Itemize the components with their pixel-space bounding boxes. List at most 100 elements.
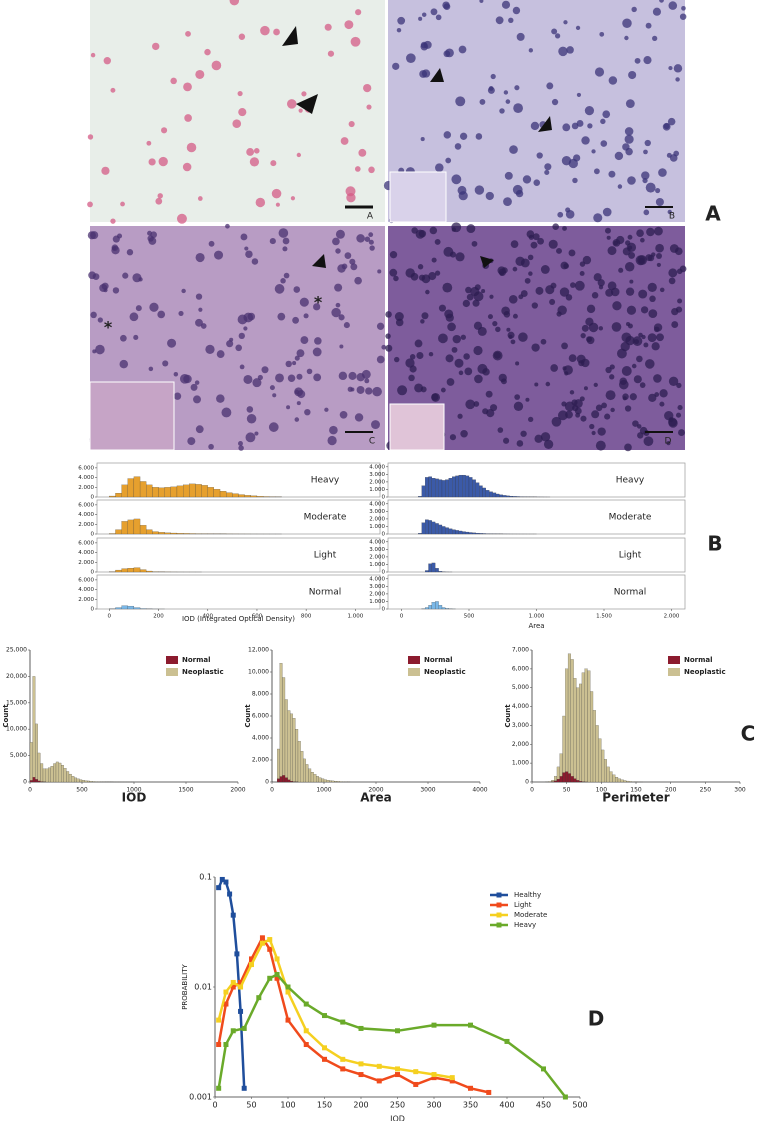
cell	[613, 240, 619, 246]
cell	[551, 98, 559, 106]
inset	[389, 403, 445, 451]
cell	[625, 99, 635, 109]
bar	[35, 779, 38, 783]
cell	[376, 322, 385, 330]
panel-label: A	[705, 202, 721, 226]
cell	[639, 382, 646, 388]
legend-label: Heavy	[514, 921, 536, 929]
cell	[671, 321, 679, 329]
bar	[489, 491, 493, 498]
cell	[296, 373, 303, 380]
bar	[587, 670, 591, 783]
arrowhead	[480, 256, 494, 268]
bar	[435, 568, 439, 573]
cell	[486, 409, 495, 418]
bar	[207, 487, 214, 498]
cell	[435, 14, 442, 21]
cell	[389, 268, 398, 277]
cell	[640, 237, 645, 243]
cell	[677, 405, 683, 411]
cell	[421, 312, 429, 320]
cell	[313, 303, 321, 311]
bar	[32, 777, 36, 783]
cell	[470, 286, 480, 297]
bar	[76, 778, 80, 783]
cell	[243, 312, 254, 323]
histogram-label: Heavy	[616, 476, 645, 486]
cell	[479, 0, 484, 3]
bar	[336, 781, 340, 783]
cell	[122, 272, 129, 279]
cell	[405, 268, 415, 278]
marker	[241, 1085, 247, 1091]
cell	[255, 197, 266, 208]
y-axis-label: PROBABILITY	[181, 963, 189, 1009]
cell	[557, 410, 568, 421]
bar	[435, 523, 439, 535]
bar	[176, 533, 184, 535]
y-tick-label: 4.000	[369, 576, 385, 582]
cell	[176, 213, 187, 224]
bar	[554, 780, 558, 783]
bar	[89, 781, 93, 783]
x-tick-label: 2000	[368, 787, 383, 794]
y-tick-label: 0	[91, 570, 95, 576]
cell	[339, 410, 348, 419]
cell	[485, 191, 494, 201]
cell	[438, 304, 446, 312]
bar	[121, 605, 128, 610]
cell	[512, 6, 521, 15]
cell	[645, 22, 652, 29]
cell	[515, 361, 520, 366]
y-tick-label: 0	[382, 532, 386, 538]
marker	[449, 1078, 455, 1084]
bar	[573, 778, 577, 783]
y-tick-label: 4,000	[512, 703, 529, 710]
cell	[392, 62, 400, 70]
cell	[340, 137, 349, 145]
cell	[679, 13, 687, 20]
x-tick-label: 50	[563, 787, 571, 794]
cell	[508, 295, 518, 304]
cell	[604, 413, 611, 420]
y-tick-label: 0	[382, 607, 386, 613]
cell	[499, 108, 505, 114]
cell	[415, 229, 425, 239]
bar	[238, 494, 245, 498]
bar	[425, 519, 429, 535]
bar	[87, 780, 90, 783]
cell	[182, 162, 192, 172]
cell	[648, 393, 657, 403]
cell	[639, 426, 648, 435]
cell	[625, 240, 631, 246]
cell	[504, 171, 513, 180]
bar	[164, 532, 171, 535]
marker	[413, 1081, 419, 1087]
bar	[279, 776, 283, 783]
cell	[287, 374, 296, 382]
cell	[655, 187, 661, 194]
cell	[624, 262, 635, 272]
image-label: D	[665, 437, 672, 447]
x-tick-label: 1000	[316, 787, 331, 794]
cell	[232, 119, 242, 129]
x-tick-label: 3000	[420, 787, 435, 794]
cell	[543, 439, 554, 449]
cell	[530, 241, 538, 249]
cell	[659, 401, 665, 407]
y-tick-label: 0	[23, 779, 27, 786]
cell	[314, 337, 322, 345]
x-tick-label: 0	[270, 787, 274, 794]
marker	[376, 1078, 382, 1084]
bar	[475, 482, 480, 498]
cell	[566, 46, 574, 54]
cell	[497, 427, 504, 433]
cell	[238, 445, 244, 451]
cell	[405, 358, 415, 368]
cell	[253, 148, 260, 154]
x-tick-label: 4000	[472, 787, 487, 794]
bar	[152, 487, 159, 498]
marker	[274, 975, 280, 981]
plot-frame	[96, 537, 381, 573]
cell	[634, 339, 639, 345]
